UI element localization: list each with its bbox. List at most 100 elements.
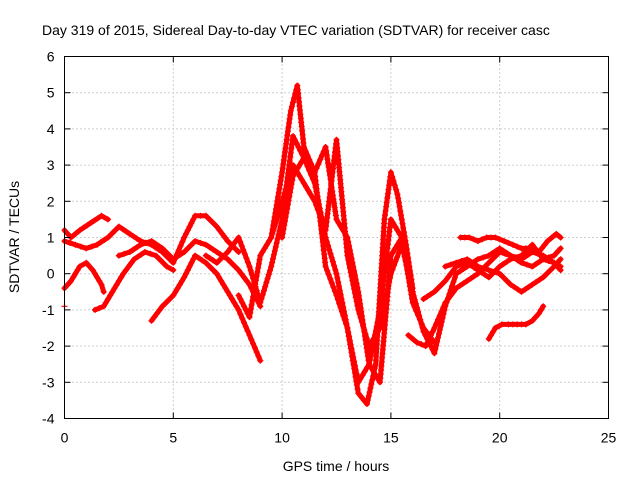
data-point-marker xyxy=(273,218,280,225)
data-point-marker xyxy=(437,322,444,329)
data-point-marker xyxy=(529,317,536,324)
data-point-marker xyxy=(105,216,111,223)
data-point-marker xyxy=(392,223,399,230)
data-point-marker xyxy=(545,258,552,264)
data-point-marker xyxy=(327,250,334,257)
data-point-marker xyxy=(246,263,253,270)
data-point-marker xyxy=(480,265,487,272)
data-point-marker xyxy=(440,303,447,310)
data-point-marker xyxy=(210,267,217,274)
data-point-marker xyxy=(195,255,202,261)
data-point-marker xyxy=(399,220,406,227)
data-point-marker xyxy=(352,373,359,380)
data-point-marker xyxy=(292,169,299,176)
data-point-marker xyxy=(179,238,186,245)
data-point-marker xyxy=(411,303,418,310)
data-point-marker xyxy=(230,241,237,248)
data-point-marker xyxy=(400,242,407,249)
data-point-marker xyxy=(451,274,458,281)
data-point-marker xyxy=(254,269,261,275)
data-point-marker xyxy=(324,267,331,274)
data-point-marker xyxy=(387,216,394,223)
data-point-marker xyxy=(318,214,324,221)
data-point-marker xyxy=(123,267,129,274)
data-point-marker xyxy=(496,263,503,270)
data-point-marker xyxy=(279,230,286,237)
data-point-marker xyxy=(303,183,309,190)
data-point-marker xyxy=(527,245,534,252)
series-sat-n xyxy=(457,230,564,255)
data-point-marker xyxy=(353,382,360,388)
data-point-marker xyxy=(87,220,94,226)
data-point-marker xyxy=(548,234,555,241)
data-point-marker xyxy=(107,292,114,299)
data-point-marker xyxy=(239,315,246,322)
data-point-marker xyxy=(504,277,510,284)
data-point-marker xyxy=(91,217,98,224)
data-point-marker xyxy=(256,256,263,263)
data-point-marker xyxy=(241,303,247,310)
data-point-marker xyxy=(554,259,561,266)
data-point-marker xyxy=(213,259,220,266)
data-point-marker xyxy=(485,335,492,342)
data-point-marker xyxy=(105,296,111,302)
grid-lines xyxy=(64,56,609,419)
data-point-marker xyxy=(460,265,467,272)
data-point-marker xyxy=(109,288,116,295)
data-point-marker xyxy=(405,332,412,339)
data-point-marker xyxy=(241,319,247,326)
data-point-marker xyxy=(333,216,340,223)
data-point-marker xyxy=(216,227,223,234)
x-axis-label: GPS time / hours xyxy=(283,458,390,474)
y-tick-label: 5 xyxy=(47,85,55,101)
data-point-marker xyxy=(279,198,286,205)
data-point-marker xyxy=(270,251,277,258)
data-point-marker xyxy=(335,279,342,286)
data-point-marker xyxy=(224,249,231,255)
data-point-marker xyxy=(251,344,258,351)
data-point-marker xyxy=(449,282,456,289)
data-point-marker xyxy=(351,365,358,372)
data-point-marker xyxy=(76,263,83,270)
data-point-marker xyxy=(369,377,376,384)
data-point-marker xyxy=(232,263,238,270)
data-point-marker xyxy=(148,317,155,324)
data-point-marker xyxy=(188,241,195,248)
data-point-marker xyxy=(464,256,471,263)
data-point-marker xyxy=(126,230,133,237)
x-tick-label: 20 xyxy=(492,430,508,446)
data-point-marker xyxy=(453,270,460,277)
data-point-marker xyxy=(166,252,173,259)
y-tick-label: -3 xyxy=(42,374,55,390)
y-tick-label: 0 xyxy=(47,266,55,282)
data-point-marker xyxy=(102,299,109,306)
y-tick-label: -2 xyxy=(42,338,55,354)
data-point-marker xyxy=(518,252,525,259)
data-point-marker xyxy=(113,281,120,288)
data-point-marker xyxy=(390,249,397,255)
data-point-marker xyxy=(237,296,244,302)
data-point-marker xyxy=(368,339,375,346)
data-point-marker xyxy=(347,341,354,348)
data-point-marker xyxy=(202,252,209,259)
data-point-marker xyxy=(544,238,551,245)
data-point-marker xyxy=(271,222,278,229)
data-point-marker xyxy=(258,295,265,302)
data-point-marker xyxy=(313,202,320,209)
data-point-marker xyxy=(422,343,429,350)
data-point-marker xyxy=(265,271,272,278)
data-point-marker xyxy=(94,241,101,248)
data-point-marker xyxy=(424,293,431,300)
data-point-marker xyxy=(525,251,532,258)
data-point-marker xyxy=(83,245,90,252)
series-sat-m xyxy=(442,256,564,295)
data-point-marker xyxy=(175,247,182,254)
data-point-marker xyxy=(471,261,478,267)
data-point-marker xyxy=(532,314,539,321)
data-point-marker xyxy=(119,226,126,233)
y-axis-label: SDTVAR / TECUs xyxy=(6,181,22,293)
data-point-marker xyxy=(94,215,101,222)
data-point-marker xyxy=(332,266,339,273)
data-point-marker xyxy=(367,385,374,392)
data-point-marker xyxy=(427,343,434,350)
